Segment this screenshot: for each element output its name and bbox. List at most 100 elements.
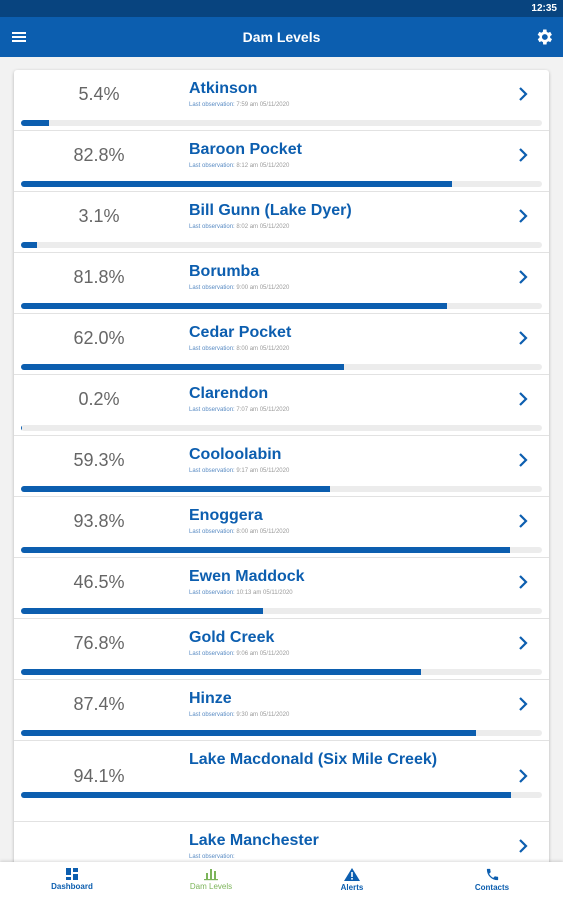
chevron-right-icon xyxy=(519,769,528,783)
dam-level-bar xyxy=(21,547,542,553)
observation-label: Last observation: xyxy=(189,712,235,718)
dam-level-bar xyxy=(21,181,542,187)
observation-label: Last observation: xyxy=(189,163,235,169)
observation-label: Last observation: xyxy=(189,651,235,657)
dam-level-fill xyxy=(21,486,330,492)
nav-alerts-label: Alerts xyxy=(340,883,364,892)
dam-level-fill xyxy=(21,181,453,187)
status-bar: 12:35 xyxy=(0,0,563,17)
dam-row[interactable]: 93.8% Enoggera Last observation: 8:00 am 0… xyxy=(14,497,549,558)
dam-name: Borumba xyxy=(189,263,260,280)
page-title: Dam Levels xyxy=(242,29,321,45)
observation-time: 9:00 am 05/11/2020 xyxy=(236,285,290,291)
chevron-right-icon xyxy=(519,575,528,589)
dam-name: Cedar Pocket xyxy=(189,324,292,341)
observation-time: 7:07 am 05/11/2020 xyxy=(236,407,290,413)
dam-percent: 5.4% xyxy=(78,84,120,104)
dam-name: Clarendon xyxy=(189,385,269,402)
dam-level-fill xyxy=(21,792,512,798)
gear-icon[interactable] xyxy=(534,27,554,47)
dam-level-fill xyxy=(21,669,422,675)
menu-icon[interactable] xyxy=(8,26,30,48)
phone-icon xyxy=(486,868,498,881)
observation-time: 9:06 am 05/11/2020 xyxy=(236,651,290,657)
observation-label: Last observation: xyxy=(189,854,235,860)
dam-percent: 62.0% xyxy=(73,328,125,348)
dam-percent: 3.1% xyxy=(78,206,120,226)
dam-row[interactable]: 46.5% Ewen Maddock Last observation: 10:13… xyxy=(14,558,549,619)
dam-row[interactable]: 94.1%Lake Macdonald (Six Mile Creek)Last… xyxy=(14,741,549,822)
dam-last-observation: Last observation: 8:00 am 05/11/2020 xyxy=(189,529,289,535)
observation-label: Last observation: xyxy=(189,407,235,413)
dam-row[interactable]: 87.4% Hinze Last observation: 9:30 am 05/1… xyxy=(14,680,549,741)
nav-dam-levels-label: Dam Levels xyxy=(189,882,233,891)
dam-percent: 59.3% xyxy=(73,450,125,470)
chevron-right-icon xyxy=(519,453,528,467)
dam-name: Cooloolabin xyxy=(189,446,282,463)
dam-percent: 0.2% xyxy=(78,389,120,409)
dam-last-observation: Last observation: 7:59 am 05/11/2020 xyxy=(189,102,289,108)
dam-level-fill xyxy=(21,547,510,553)
observation-label: Last observation: xyxy=(189,102,235,108)
dam-level-bar xyxy=(21,425,542,431)
observation-time: 10:13 am 05/11/2020 xyxy=(236,590,293,596)
dam-level-bar xyxy=(21,669,542,675)
observation-label: Last observation: xyxy=(189,468,235,474)
dam-name: Lake Manchester xyxy=(189,832,319,849)
dam-level-bar xyxy=(21,792,542,798)
dam-row[interactable]: Lake Manchester Last observation: xyxy=(14,822,549,870)
chevron-right-icon xyxy=(519,392,528,406)
dam-level-bar xyxy=(21,303,542,309)
dam-last-observation: Last observation: 10:13 am 05/11/2020 xyxy=(189,590,293,596)
bar-chart-icon xyxy=(204,869,218,881)
app-bar: Dam Levels xyxy=(0,17,563,57)
dam-level-fill xyxy=(21,242,38,248)
dam-level-fill xyxy=(21,608,264,614)
observation-label: Last observation: xyxy=(189,224,235,230)
dam-row[interactable]: 76.8% Gold Creek Last observation: 9:06 am… xyxy=(14,619,549,680)
observation-time: 8:00 am 05/11/2020 xyxy=(236,529,290,535)
dam-percent: 46.5% xyxy=(73,572,125,592)
dam-row[interactable]: 82.8% Baroon Pocket Last observation: 8:12… xyxy=(14,131,549,192)
nav-alerts[interactable]: Alerts xyxy=(282,862,422,900)
observation-label: Last observation: xyxy=(189,529,235,535)
dam-percent: 82.8% xyxy=(73,145,125,165)
chevron-right-icon xyxy=(519,331,528,345)
dam-row[interactable]: 0.2% Clarendon Last observation: 7:07 am 0… xyxy=(14,375,549,436)
observation-label: Last observation: xyxy=(189,590,235,596)
dam-last-observation: Last observation: 9:00 am 05/11/2020 xyxy=(189,285,289,291)
chevron-right-icon xyxy=(519,148,528,162)
dam-level-fill xyxy=(21,425,23,431)
nav-contacts[interactable]: Contacts xyxy=(422,862,562,900)
dam-last-observation: Last observation: xyxy=(189,854,235,860)
observation-label: Last observation: xyxy=(189,285,235,291)
dam-level-fill xyxy=(21,303,448,309)
dam-row[interactable]: 62.0% Cedar Pocket Last observation: 8:00 … xyxy=(14,314,549,375)
dam-level-fill xyxy=(21,364,345,370)
dam-level-bar xyxy=(21,730,542,736)
dam-level-bar xyxy=(21,364,542,370)
warning-icon xyxy=(344,868,360,881)
dam-level-fill xyxy=(21,730,477,736)
dam-row[interactable]: 81.8% Borumba Last observation: 9:00 am 05… xyxy=(14,253,549,314)
dam-row[interactable]: 59.3% Cooloolabin Last observation: 9:17 a… xyxy=(14,436,549,497)
dam-row[interactable]: 3.1% Bill Gunn (Lake Dyer) Last observatio… xyxy=(14,192,549,253)
observation-time: 9:30 am 05/11/2020 xyxy=(236,712,290,718)
dam-name: Gold Creek xyxy=(189,629,275,646)
dam-last-observation: Last observation: 7:07 am 05/11/2020 xyxy=(189,407,289,413)
dam-row[interactable]: 5.4% Atkinson Last observation: 7:59 am 05… xyxy=(14,70,549,131)
dam-last-observation: Last observation: 9:17 am 05/11/2020 xyxy=(189,468,289,474)
nav-dashboard-label: Dashboard xyxy=(51,882,93,891)
chevron-right-icon xyxy=(519,636,528,650)
dam-name: Enoggera xyxy=(189,507,263,524)
dam-level-bar xyxy=(21,120,542,126)
chevron-right-icon xyxy=(519,839,528,853)
observation-time: 8:12 am 05/11/2020 xyxy=(236,163,290,169)
dam-name: Bill Gunn (Lake Dyer) xyxy=(189,202,352,219)
nav-dashboard[interactable]: Dashboard xyxy=(2,862,142,900)
dam-name: Lake Macdonald (Six Mile Creek) xyxy=(189,751,438,768)
chevron-right-icon xyxy=(519,697,528,711)
observation-time: 8:00 am 05/11/2020 xyxy=(236,346,290,352)
nav-dam-levels[interactable]: Dam Levels xyxy=(141,862,281,900)
dam-percent: 81.8% xyxy=(73,267,125,287)
